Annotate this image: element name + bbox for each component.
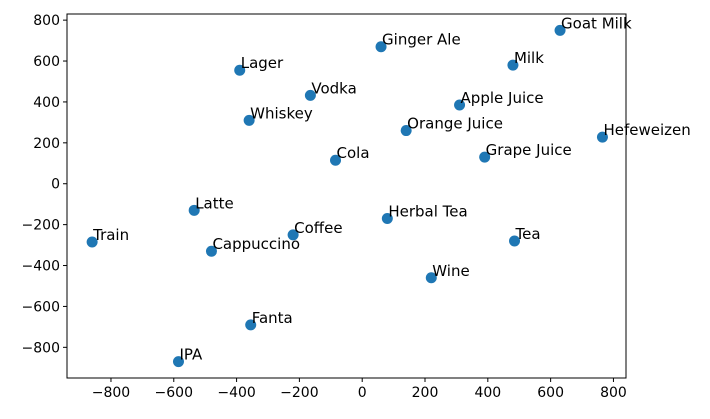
- data-label: Ginger Ale: [382, 31, 461, 49]
- y-tick-label: −200: [22, 218, 60, 234]
- data-label: Orange Juice: [407, 115, 503, 133]
- x-tick-label: −400: [217, 385, 255, 401]
- data-label: Herbal Tea: [388, 202, 467, 220]
- y-tick-label: 800: [33, 13, 60, 29]
- axes-frame: [66, 13, 627, 379]
- x-tick-label: −200: [280, 385, 318, 401]
- y-tick-label: 400: [33, 95, 60, 111]
- data-point: [554, 24, 566, 36]
- data-label: Apple Juice: [461, 89, 544, 107]
- data-label: Hefeweizen: [603, 121, 690, 139]
- data-point: [375, 41, 387, 53]
- data-point: [205, 245, 217, 257]
- data-label: Latte: [195, 194, 234, 212]
- x-tick-label: 0: [358, 385, 367, 401]
- y-tick-label: −800: [22, 340, 60, 356]
- x-tick-label: 800: [600, 385, 627, 401]
- data-point: [596, 131, 608, 143]
- point-labels: Goat Milk Ginger Ale Milk Lager Vodka Apple J…: [92, 14, 691, 363]
- data-label: Wine: [432, 262, 469, 280]
- x-axis: −800 −600 −400 −200 0 200 400 600 800: [92, 378, 627, 401]
- plot-area: [67, 14, 626, 378]
- data-point: [425, 272, 437, 284]
- data-point: [330, 154, 342, 166]
- data-label: Goat Milk: [561, 14, 632, 32]
- data-point: [381, 212, 393, 224]
- data-point: [400, 125, 412, 137]
- data-label: Milk: [514, 49, 544, 67]
- data-point: [234, 64, 246, 76]
- data-point: [86, 236, 98, 248]
- data-point: [245, 319, 257, 331]
- data-label: Train: [92, 226, 129, 244]
- data-point: [509, 235, 521, 247]
- data-label: Cola: [337, 144, 370, 162]
- y-tick-label: 0: [51, 177, 60, 193]
- data-point: [304, 89, 316, 101]
- x-tick-label: 600: [537, 385, 564, 401]
- data-label: Whiskey: [250, 104, 313, 122]
- x-tick-label: 200: [412, 385, 439, 401]
- data-point: [287, 229, 299, 241]
- data-point: [243, 114, 255, 126]
- x-tick-label: 400: [474, 385, 501, 401]
- data-label: Fanta: [252, 309, 293, 327]
- y-axis: 800 600 400 200 0 −200 −400 −600 −800: [22, 13, 67, 356]
- data-point: [188, 204, 200, 216]
- y-tick-label: 600: [33, 54, 60, 70]
- data-point: [479, 151, 491, 163]
- data-label: Tea: [515, 225, 541, 243]
- data-points: [86, 24, 608, 368]
- y-tick-label: −400: [22, 259, 60, 275]
- data-label: IPA: [179, 346, 203, 364]
- y-tick-label: −600: [22, 299, 60, 315]
- data-point: [454, 99, 466, 111]
- data-label: Cappuccino: [212, 235, 300, 253]
- x-tick-label: −800: [92, 385, 130, 401]
- data-label: Lager: [241, 54, 284, 72]
- x-tick-label: −600: [155, 385, 193, 401]
- data-label: Grape Juice: [486, 141, 572, 159]
- data-label: Coffee: [294, 219, 342, 237]
- data-point: [172, 356, 184, 368]
- y-tick-label: 200: [33, 136, 60, 152]
- data-label: Vodka: [311, 79, 356, 97]
- data-point: [507, 59, 519, 71]
